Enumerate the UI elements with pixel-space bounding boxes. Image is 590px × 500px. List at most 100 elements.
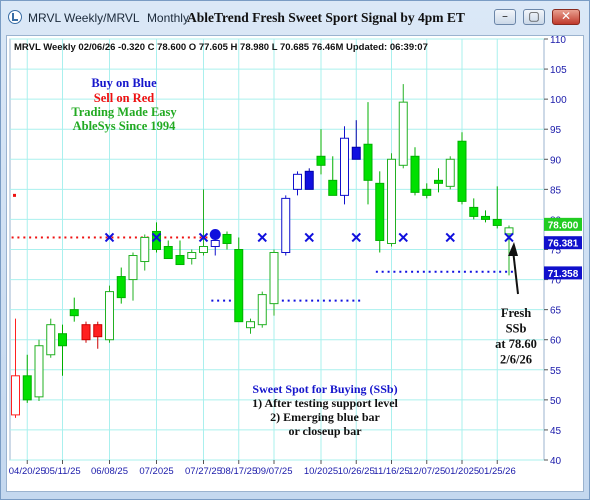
legend-brand: AbleSys Since 1994 xyxy=(73,119,177,133)
blue-stop-dot xyxy=(475,270,478,273)
candle-body xyxy=(269,252,279,305)
tab-monthly[interactable]: Monthly xyxy=(146,11,189,25)
blue-stop-dot xyxy=(510,270,513,273)
price-label-box xyxy=(544,236,582,250)
blue-stop-dot xyxy=(416,270,419,273)
minimize-button[interactable]: – xyxy=(494,9,516,25)
red-stop-dot xyxy=(187,236,190,239)
blue-stop-dot xyxy=(505,270,508,273)
x-tick-label: 12/07/25 xyxy=(408,466,445,477)
blue-stop-dot xyxy=(322,299,325,302)
y-tick-label: 65 xyxy=(550,306,562,317)
blue-stop-dot xyxy=(446,270,449,273)
blue-stop-dot xyxy=(334,299,337,302)
red-side-mark xyxy=(13,193,16,197)
y-tick-label: 85 xyxy=(550,185,562,196)
candle-body xyxy=(293,173,302,190)
blue-stop-dot xyxy=(217,299,220,302)
x-tick-label: 09/07/25 xyxy=(256,466,293,477)
red-stop-dot xyxy=(117,236,120,239)
blue-stop-dot xyxy=(428,270,431,273)
red-stop-dot xyxy=(87,236,90,239)
y-tick-label: 95 xyxy=(550,125,562,136)
x-tick-label: 01/2025 xyxy=(445,466,479,477)
red-stop-dot xyxy=(129,236,132,239)
blue-stop-dot xyxy=(440,270,443,273)
y-tick-label: 60 xyxy=(550,336,562,347)
red-stop-dot xyxy=(111,236,114,239)
sweet-spot-line: 1) After testing support level xyxy=(252,396,398,410)
blue-stop-dot xyxy=(358,299,361,302)
candle-body xyxy=(34,345,44,398)
red-stop-dot xyxy=(76,236,79,239)
candle-body xyxy=(469,206,479,217)
blue-x-marker xyxy=(151,232,162,243)
red-stop-dot xyxy=(134,236,137,239)
candle-body xyxy=(340,137,349,196)
candle-body xyxy=(187,252,197,260)
legend-buy: Buy on Blue xyxy=(91,76,157,90)
chart-panel[interactable]: 40455055606570758085909510010511004/20/2… xyxy=(6,35,584,492)
blue-stop-dot xyxy=(499,270,502,273)
sweet-spot-line: or closeup bar xyxy=(288,424,362,438)
chart-header: MRVL Weekly 02/06/26 -0.320 C 78.600 O 7… xyxy=(14,42,428,53)
candle-body xyxy=(210,239,220,247)
blue-x-marker xyxy=(304,232,314,243)
red-stop-dot xyxy=(205,236,208,239)
red-stop-dot xyxy=(199,236,202,239)
blue-x-marker xyxy=(398,232,408,243)
maximize-button[interactable]: ▢ xyxy=(523,9,545,25)
red-stop-dot xyxy=(35,236,38,239)
red-stop-dot xyxy=(64,236,67,239)
blue-stop-dot xyxy=(305,299,308,302)
candle-body xyxy=(492,218,502,226)
red-stop-dot xyxy=(58,236,61,239)
candle-body xyxy=(387,158,396,244)
blue-stop-dot xyxy=(211,299,214,302)
candle-body xyxy=(375,182,385,241)
red-stop-dot xyxy=(29,236,32,239)
candle-body xyxy=(11,375,20,416)
red-stop-dot xyxy=(176,236,179,239)
candle-body xyxy=(175,255,185,266)
candle-body xyxy=(481,215,490,220)
blue-stop-dot xyxy=(293,299,296,302)
red-stop-dot xyxy=(193,236,196,239)
price-label-text: 78.600 xyxy=(548,220,579,231)
red-stop-dot xyxy=(123,236,126,239)
blue-stop-dot xyxy=(328,299,331,302)
sweet-spot-line: 2) Emerging blue bar xyxy=(270,410,380,424)
blue-stop-dot xyxy=(411,270,414,273)
x-tick-label: 06/08/25 xyxy=(91,466,128,477)
title-tabs: MRVL Weekly/MRVL Monthly xyxy=(28,11,193,25)
blue-x-marker xyxy=(104,232,115,243)
blue-stop-dot xyxy=(469,270,472,273)
annotation-arrow-shaft xyxy=(512,249,519,295)
candle-body xyxy=(351,146,361,160)
blue-stop-dot xyxy=(458,270,461,273)
tab-weekly[interactable]: MRVL Weekly/MRVL xyxy=(28,11,140,25)
y-tick-label: 50 xyxy=(550,396,562,407)
candle-body xyxy=(398,101,408,166)
candlestick-chart[interactable]: 40455055606570758085909510010511004/20/2… xyxy=(7,36,583,491)
red-stop-dot xyxy=(99,236,102,239)
candle-body xyxy=(328,179,338,196)
close-icon: ✕ xyxy=(560,9,572,23)
title-bar: MRVL Weekly/MRVL Monthly AbleTrend Fresh… xyxy=(1,1,589,35)
candle-body xyxy=(116,276,126,299)
annotation-right-line: SSb xyxy=(506,322,527,336)
blue-stop-dot xyxy=(422,270,425,273)
window-title: AbleTrend Fresh Sweet Sport Signal by 4p… xyxy=(187,10,465,25)
x-tick-label: 10/26/25 xyxy=(338,466,375,477)
blue-stop-dot xyxy=(281,299,284,302)
close-button[interactable]: ✕ xyxy=(552,9,580,25)
legend-tagline: Trading Made Easy xyxy=(71,105,177,119)
candle-body xyxy=(422,188,432,196)
candle-body xyxy=(363,143,373,181)
red-stop-dot xyxy=(23,236,26,239)
y-tick-label: 90 xyxy=(550,155,562,166)
blue-stop-dot xyxy=(463,270,466,273)
y-tick-label: 70 xyxy=(550,276,562,287)
annotation-right-line: 2/6/26 xyxy=(500,353,532,367)
